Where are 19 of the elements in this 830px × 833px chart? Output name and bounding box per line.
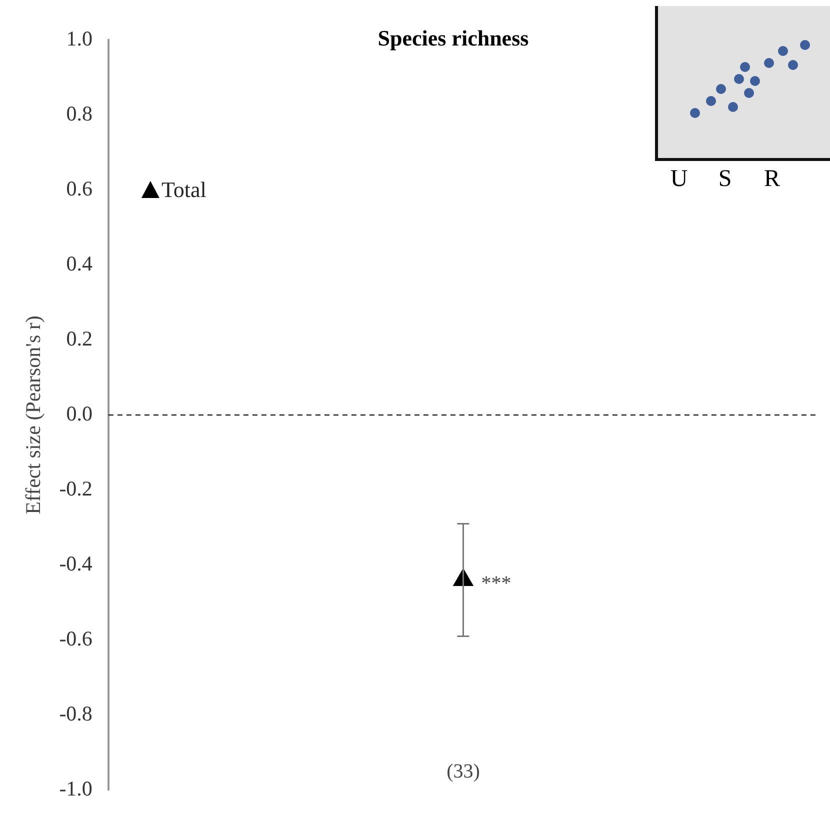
y-tick-label: 0.2 <box>66 326 92 351</box>
annotation: S <box>717 166 733 193</box>
annotation: R <box>762 166 781 193</box>
y-tick-label: 0.6 <box>66 176 92 201</box>
y-tick-label: -1.0 <box>59 776 92 801</box>
annotation: *** <box>481 572 512 594</box>
y-tick-label: -0.2 <box>59 476 92 501</box>
y-tick-label: 0.4 <box>66 252 93 276</box>
chart-title: Species richness <box>378 26 530 51</box>
y-tick-label: 0.0 <box>66 402 92 426</box>
y-tick-label: -0.8 <box>59 702 92 726</box>
legend-label: Total <box>161 176 206 202</box>
y-tick-label: -0.4 <box>59 552 93 576</box>
y-tick-label: 0.8 <box>66 102 92 126</box>
y-tick-label: 1.0 <box>66 26 92 51</box>
annotation: (33) <box>446 760 480 782</box>
annotation: U <box>669 166 689 193</box>
y-tick-label: -0.6 <box>59 626 92 651</box>
y-axis-title: Effect size (Pearson's r) <box>21 316 46 514</box>
